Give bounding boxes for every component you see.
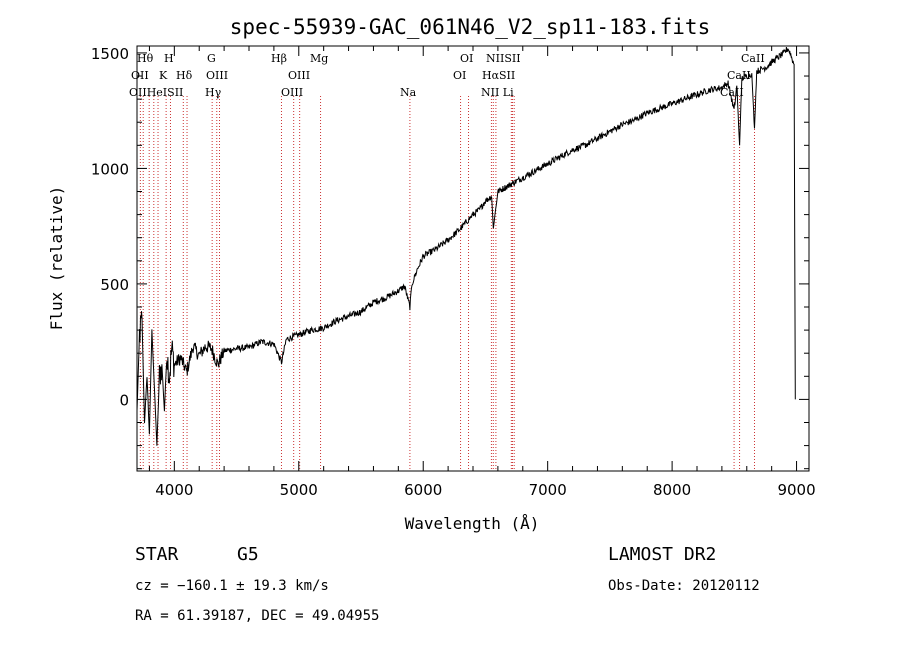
annotation-Na: Na: [400, 86, 417, 99]
x-tick-label-7000: 7000: [529, 481, 567, 499]
annotation-OI-b: OI: [453, 69, 466, 82]
annotation-Hbeta: Hβ: [271, 52, 287, 65]
y-tick-label-500: 500: [100, 276, 129, 294]
annotation-OIII-2: OIII: [288, 69, 310, 82]
x-tick-label-4000: 4000: [155, 481, 193, 499]
survey-name: LAMOST DR2: [608, 544, 716, 565]
plot-frame: [136, 45, 810, 472]
x-tick-label-6000: 6000: [404, 481, 442, 499]
x-tick-label-9000: 9000: [777, 481, 815, 499]
annotation-OIIHeISII: OIIHeISII: [129, 86, 183, 99]
x-axis-ticks: 4000 5000 6000 7000 8000 9000: [148, 46, 816, 499]
annotation-CaII-3: CaII: [720, 86, 744, 99]
annotation-H: H: [164, 52, 174, 65]
annotation-CaII-1: CaII: [741, 52, 765, 65]
annotation-HalphaSII: HαSII: [482, 69, 515, 82]
observation-date: Obs-Date: 20120112: [608, 578, 760, 594]
line-annotations: Hθ H G Hβ Mg OI NIISII OII K Hδ OIII OII…: [129, 52, 765, 99]
annotation-OII-1: OII: [131, 69, 149, 82]
annotation-CaII-2: CaII: [727, 69, 751, 82]
y-tick-label-0: 0: [119, 391, 129, 409]
annotation-Hgamma: Hγ: [205, 86, 222, 99]
object-class: STAR: [135, 544, 179, 565]
x-tick-label-5000: 5000: [280, 481, 318, 499]
annotation-Htheta: Hθ: [137, 52, 154, 65]
object-subclass: G5: [237, 544, 259, 565]
spectrum-line: [136, 47, 796, 446]
chart-title: spec-55939-GAC_061N46_V2_sp11-183.fits: [230, 15, 710, 39]
spectral-line-markers: [139, 96, 755, 471]
annotation-OIII-3: OIII: [281, 86, 303, 99]
y-axis-label: Flux (relative): [47, 186, 66, 331]
annotation-NIISII: NIISII: [486, 52, 521, 65]
x-axis-label: Wavelength (Å): [405, 514, 540, 533]
redshift-info: cz = −160.1 ± 19.3 km/s: [135, 578, 329, 594]
coordinates: RA = 61.39187, DEC = 49.04955: [135, 608, 379, 624]
annotation-OIII-1: OIII: [206, 69, 228, 82]
annotation-Mg: Mg: [310, 52, 328, 65]
annotation-Hdelta: Hδ: [176, 69, 193, 82]
spectrum-series: [136, 47, 796, 446]
annotation-G: G: [207, 52, 216, 65]
annotation-NIILi: NII Li: [481, 86, 514, 99]
x-tick-label-8000: 8000: [653, 481, 691, 499]
annotation-K: K: [159, 69, 168, 82]
y-tick-label-1500: 1500: [91, 45, 129, 63]
y-axis-ticks: 0 500 1000 1500: [91, 45, 809, 470]
y-tick-label-1000: 1000: [91, 160, 129, 178]
annotation-OI-a: OI: [460, 52, 473, 65]
